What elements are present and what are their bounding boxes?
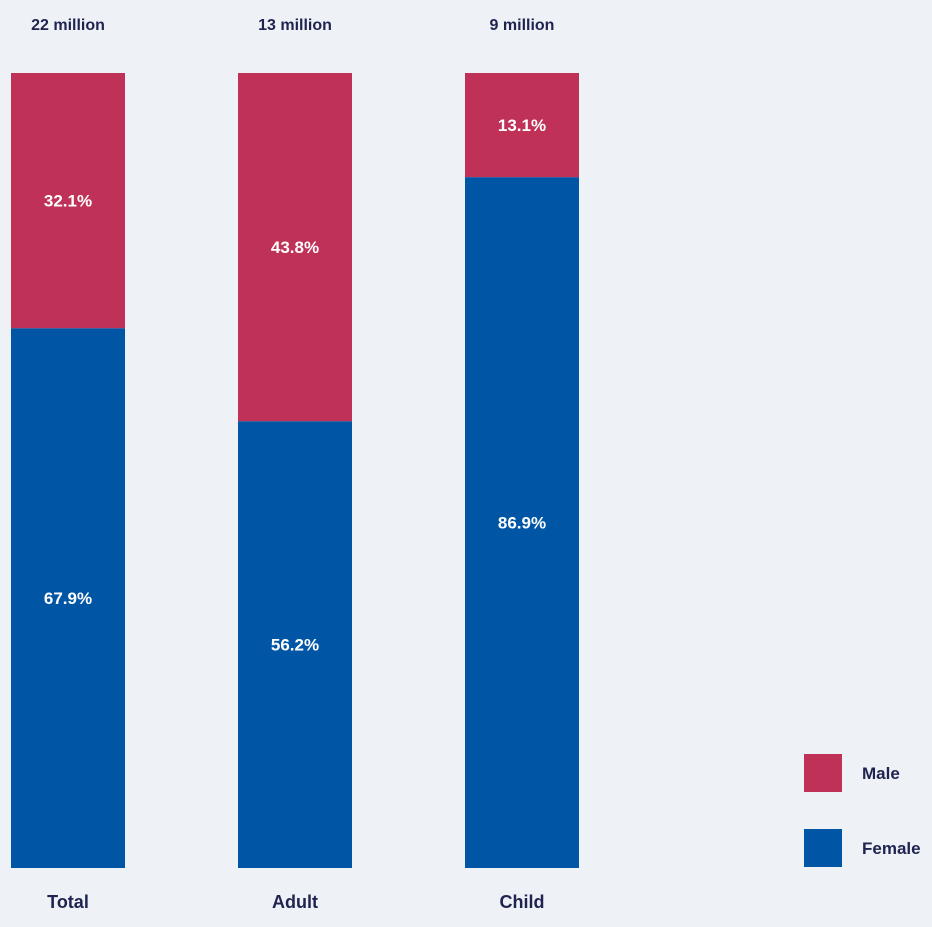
legend-swatch-male xyxy=(804,754,842,792)
data-label-male-adult: 43.8% xyxy=(271,238,319,257)
data-label-female-child: 86.9% xyxy=(498,514,546,533)
legend: Male Female xyxy=(804,754,921,867)
legend-label-female: Female xyxy=(862,839,921,858)
category-label-total: Total xyxy=(47,892,89,912)
bar-segment-female-adult xyxy=(238,421,352,868)
category-label-adult: Adult xyxy=(272,892,318,912)
total-label-total: 22 million xyxy=(31,17,105,34)
data-label-female-total: 67.9% xyxy=(44,589,92,608)
total-label-adult: 13 million xyxy=(258,17,332,34)
bar-segment-male-adult xyxy=(238,73,352,422)
data-label-female-adult: 56.2% xyxy=(271,636,319,655)
total-label-child: 9 million xyxy=(490,17,555,34)
bar-segment-female-child xyxy=(465,177,579,868)
bar-segment-male-child xyxy=(465,73,579,178)
bar-group-total: 32.1% 67.9% 22 million Total xyxy=(11,17,125,912)
bar-segment-male-total xyxy=(11,73,125,329)
legend-swatch-female xyxy=(804,829,842,867)
legend-label-male: Male xyxy=(862,764,900,783)
bar-group-adult: 43.8% 56.2% 13 million Adult xyxy=(238,17,352,912)
data-label-male-child: 13.1% xyxy=(498,116,546,135)
data-label-male-total: 32.1% xyxy=(44,192,92,211)
bar-segment-female-total xyxy=(11,328,125,868)
category-label-child: Child xyxy=(500,892,545,912)
bar-group-child: 13.1% 86.9% 9 million Child xyxy=(465,17,579,912)
